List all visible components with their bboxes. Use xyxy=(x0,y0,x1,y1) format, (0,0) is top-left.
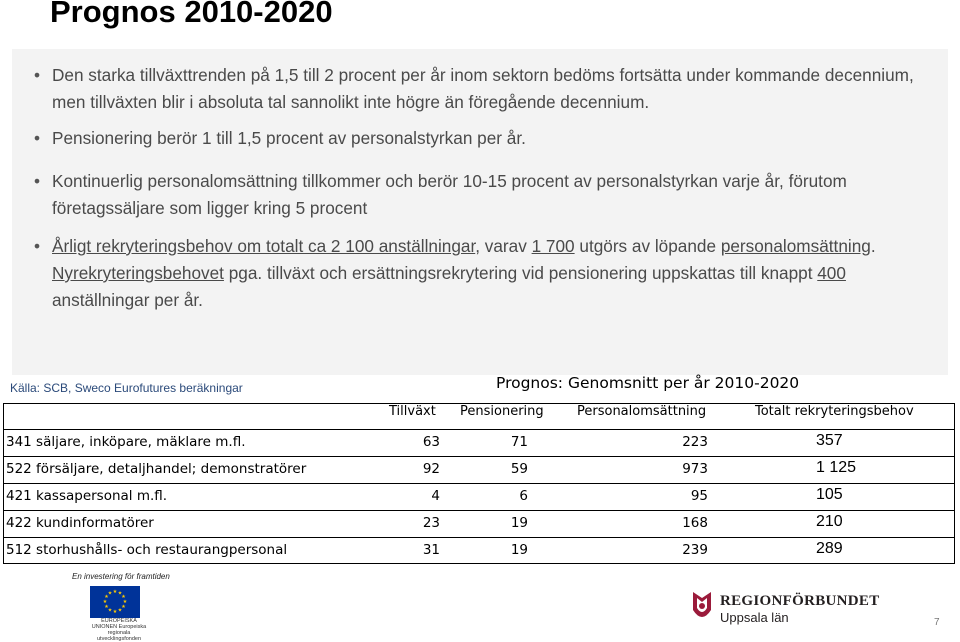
page-number: 7 xyxy=(934,617,940,628)
occupation-cell: 522 försäljare, detaljhandel; demonstrat… xyxy=(6,461,307,477)
table-row: 422 kundinformatörer 23 19 168 210 xyxy=(4,510,954,536)
table-row: 512 storhushålls- och restaurangpersonal… xyxy=(4,537,954,563)
org-subtitle: Uppsala län xyxy=(720,610,789,625)
header-pension: Pensionering xyxy=(460,404,544,419)
occupation-cell: 512 storhushålls- och restaurangpersonal xyxy=(6,542,288,558)
turnover-cell: 973 xyxy=(682,461,708,477)
growth-cell: 23 xyxy=(422,515,440,531)
occupation-cell: 341 säljare, inköpare, mäklare m.fl. xyxy=(6,434,246,450)
pension-cell: 19 xyxy=(510,515,528,531)
turnover-figure: 1 700 xyxy=(531,236,575,256)
turnover-cell: 239 xyxy=(682,542,708,558)
turnover-cell: 168 xyxy=(682,515,708,531)
header-total: Totalt rekryteringsbehov xyxy=(755,404,914,419)
turnover-term: personalomsättning xyxy=(720,236,871,256)
total-cell: 1 125 xyxy=(816,459,857,476)
bullet-growth-trend: Den starka tillväxttrenden på 1,5 till 2… xyxy=(30,62,935,116)
page-title: Prognos 2010-2020 xyxy=(50,0,333,29)
svg-text:★: ★ xyxy=(121,604,126,610)
pension-cell: 6 xyxy=(519,488,528,504)
bullet-pension: Pensionering berör 1 till 1,5 procent av… xyxy=(30,125,935,152)
total-cell: 105 xyxy=(816,486,843,503)
svg-text:★: ★ xyxy=(118,608,123,614)
eu-label: EUROPEISKA UNIONEN Europeiska regionala … xyxy=(91,618,147,642)
svg-text:★: ★ xyxy=(121,594,126,600)
svg-text:★: ★ xyxy=(104,604,109,610)
growth-cell: 31 xyxy=(422,542,440,558)
occupation-cell: 422 kundinformatörer xyxy=(6,515,154,531)
pension-cell: 19 xyxy=(510,542,528,558)
pension-cell: 71 xyxy=(510,434,528,450)
bullet-list: Den starka tillväxttrenden på 1,5 till 2… xyxy=(30,62,935,314)
turnover-cell: 223 xyxy=(682,434,708,450)
pension-cell: 59 xyxy=(510,461,528,477)
eu-flag-icon: ★ ★★ ★★★ ★★★ ★★★ xyxy=(90,586,140,618)
occupation-cell: 421 kassapersonal m.fl. xyxy=(6,488,168,504)
total-cell: 289 xyxy=(816,540,843,557)
header-growth: Tillväxt xyxy=(389,404,436,419)
growth-cell: 4 xyxy=(431,488,440,504)
svg-text:★: ★ xyxy=(104,594,109,600)
new-recruitment-figure: 400 xyxy=(817,263,846,283)
table-row: 421 kassapersonal m.fl. 4 6 95 105 xyxy=(4,483,954,509)
eu-tagline: En investering för framtiden xyxy=(72,572,170,581)
svg-text:★: ★ xyxy=(123,599,128,605)
table-row: 341 säljare, inköpare, mäklare m.fl. 63 … xyxy=(4,429,954,455)
svg-text:★: ★ xyxy=(113,609,118,615)
growth-cell: 63 xyxy=(422,434,440,450)
forecast-table xyxy=(3,403,955,564)
table-row: 522 försäljare, detaljhandel; demonstrat… xyxy=(4,456,954,482)
header-turnover: Personalomsättning xyxy=(577,404,707,419)
svg-text:★: ★ xyxy=(118,591,123,597)
source-note: Källa: SCB, Sweco Eurofutures beräkninga… xyxy=(10,381,243,395)
recruitment-total-text: Årligt rekryteringsbehov om totalt ca 2 … xyxy=(52,236,476,256)
new-recruitment-term: Nyrekryteringsbehovet xyxy=(52,263,224,283)
org-name: REGIONFÖRBUNDET xyxy=(720,593,880,609)
table-title: Prognos: Genomsnitt per år 2010-2020 xyxy=(496,374,800,392)
svg-text:★: ★ xyxy=(113,589,118,595)
bullet-turnover: Kontinuerlig personalomsättning tillkomm… xyxy=(30,168,935,222)
svg-text:★: ★ xyxy=(108,591,113,597)
regionforbundet-logo-icon xyxy=(693,592,711,617)
svg-text:★: ★ xyxy=(103,599,108,605)
svg-text:★: ★ xyxy=(108,608,113,614)
growth-cell: 92 xyxy=(422,461,440,477)
bullet-recruitment: Årligt rekryteringsbehov om totalt ca 2 … xyxy=(30,233,935,314)
turnover-cell: 95 xyxy=(690,488,708,504)
total-cell: 210 xyxy=(816,513,843,530)
total-cell: 357 xyxy=(816,432,843,449)
